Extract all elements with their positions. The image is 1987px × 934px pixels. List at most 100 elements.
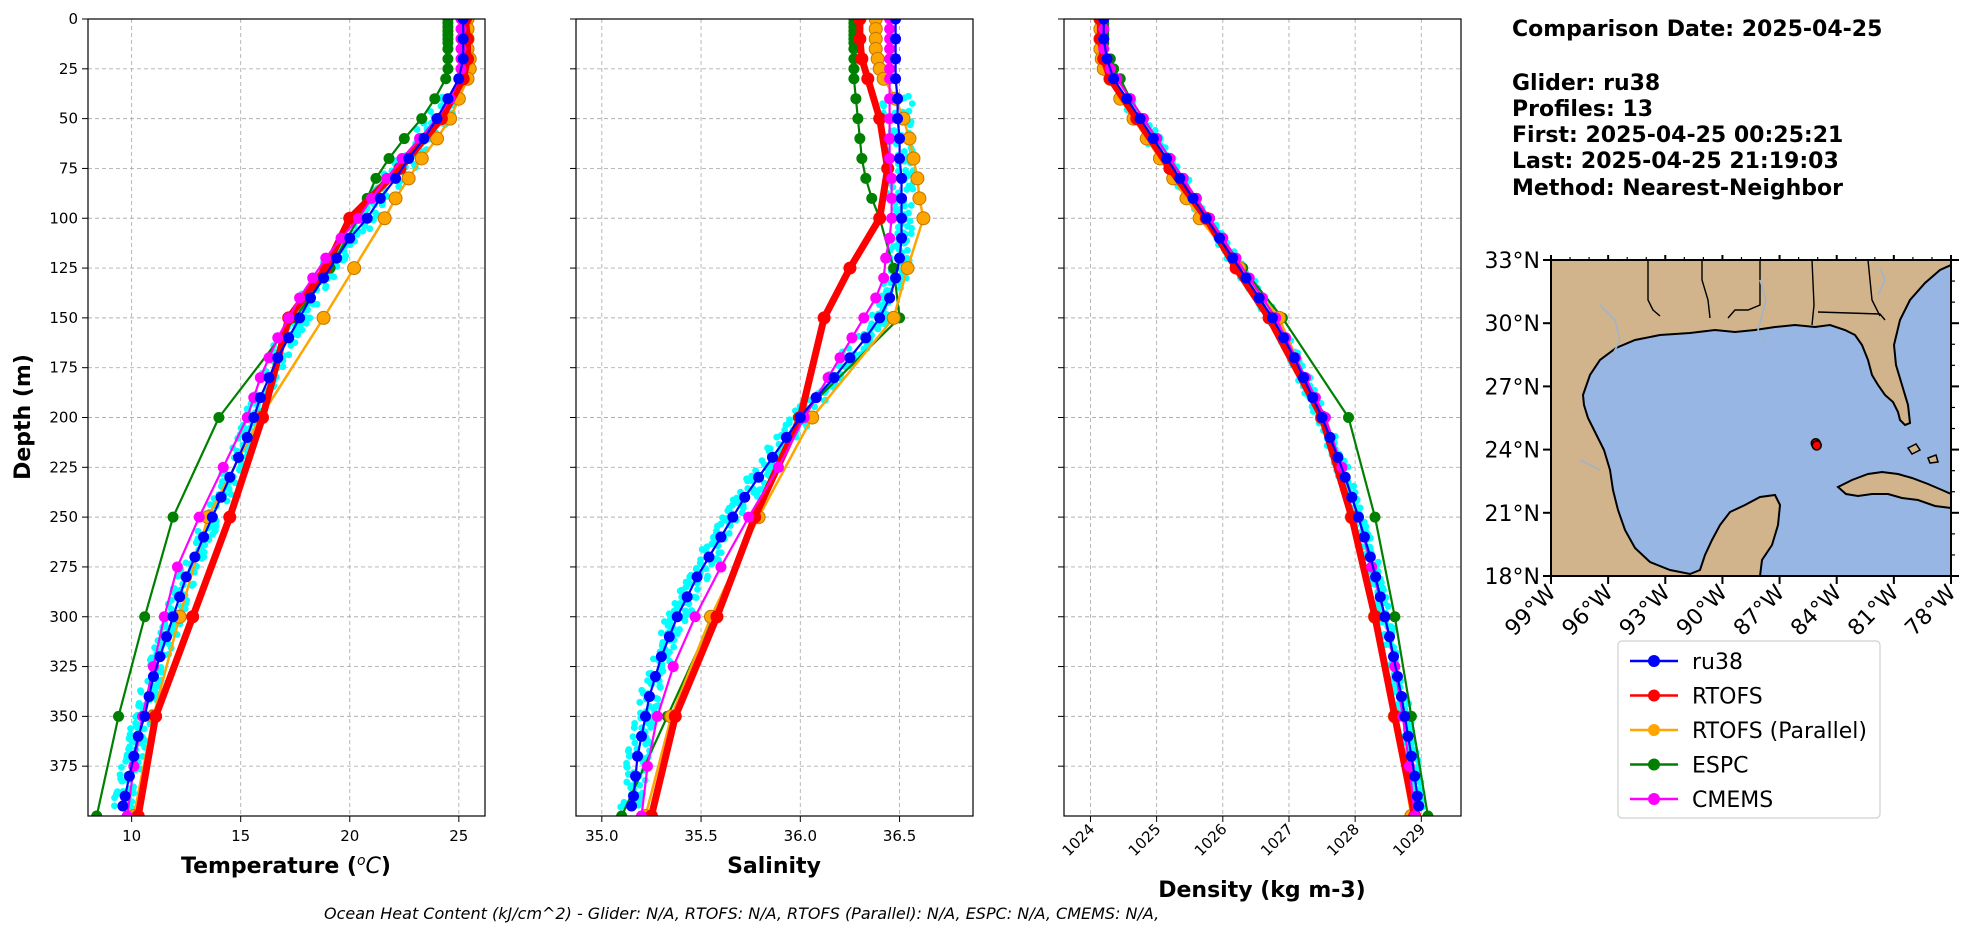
x-tick-label: 1029 [1389, 820, 1429, 860]
series-marker [855, 52, 869, 66]
series-line-ru38 [121, 19, 465, 807]
salinity-panel: 35.0 35.5 36.0 36.5 Salinity [570, 18, 974, 879]
series-marker [878, 272, 890, 284]
series-marker [139, 710, 151, 722]
series-marker [1379, 611, 1391, 623]
salinity-x-label: Salinity [727, 854, 821, 879]
glider-point [227, 490, 235, 498]
series-marker [894, 252, 906, 264]
series-marker [398, 133, 410, 145]
series-marker [715, 531, 727, 543]
x-tick-label: 35.0 [585, 827, 618, 845]
series-marker [1364, 551, 1376, 563]
series-marker [1405, 750, 1417, 762]
series-marker [767, 451, 779, 463]
series-marker [154, 651, 166, 663]
series-marker [628, 790, 640, 802]
series-marker [671, 611, 683, 623]
map-rivers [1579, 267, 1886, 471]
glider-point [692, 594, 700, 601]
series-marker [1370, 571, 1382, 583]
series-marker [858, 312, 870, 324]
series-marker [853, 19, 867, 26]
series-marker [381, 172, 393, 184]
info-glider: Glider: ru38 [1512, 71, 1660, 96]
series-marker [874, 312, 886, 324]
info-profiles: Profiles: 13 [1512, 97, 1653, 122]
glider-point [673, 604, 681, 612]
glider-point [132, 719, 140, 727]
glider-point [811, 403, 819, 411]
series-marker [294, 292, 306, 304]
glider-point [625, 752, 633, 760]
glider-point [190, 580, 197, 588]
series-marker [1227, 252, 1239, 264]
series-marker [884, 23, 896, 35]
info-first: First: 2025-04-25 00:25:21 [1512, 123, 1843, 148]
glider-point [130, 789, 137, 797]
series-marker [853, 32, 867, 46]
series-marker [1332, 451, 1344, 463]
series-marker [1121, 93, 1133, 105]
x-tick-label: 1025 [1125, 820, 1165, 860]
series-marker [215, 491, 227, 503]
series-marker [691, 571, 703, 583]
series-marker [335, 232, 347, 244]
series-marker [1389, 611, 1401, 623]
x-tick-label: 15 [231, 827, 250, 845]
glider-point [708, 540, 716, 547]
series-marker [1324, 431, 1336, 443]
series-marker [1384, 631, 1396, 643]
salinity-series [616, 19, 931, 816]
series-marker [896, 192, 908, 204]
series-marker [223, 510, 237, 524]
series-marker [616, 810, 628, 816]
glider-point [656, 682, 664, 690]
glider-point [906, 217, 914, 225]
location-map: 99°W96°W93°W90°W87°W84°W81°W78°W 18°N21°… [1485, 249, 1962, 641]
glider-point [125, 745, 132, 753]
legend-marker [1648, 758, 1660, 771]
map-area [1551, 260, 1951, 576]
series-marker [630, 770, 642, 782]
glider-point [636, 781, 644, 789]
series-marker [343, 211, 357, 225]
info-method: Method: Nearest-Neighbor [1512, 176, 1843, 201]
series-marker [1298, 372, 1310, 384]
glider-point [753, 490, 761, 498]
series-marker [900, 261, 915, 276]
legend-marker [1648, 655, 1660, 667]
glider-point [629, 733, 637, 741]
series-marker [180, 571, 192, 583]
series-marker [890, 19, 902, 25]
glider-point [287, 342, 295, 349]
series-marker [414, 151, 429, 166]
y-tick-label: 275 [49, 558, 78, 576]
glider-point [657, 629, 665, 637]
glider-point [630, 724, 638, 732]
series-marker [663, 631, 675, 643]
series-marker [780, 431, 792, 443]
series-marker [254, 392, 266, 404]
legend: ru38 RTOFS RTOFS (Parallel) ESPC CMEMS [1617, 640, 1881, 819]
glider-point [868, 311, 876, 319]
series-marker [886, 192, 898, 204]
temperature-series [91, 19, 477, 816]
map-borders [1647, 260, 1886, 326]
y-tick-label: 50 [59, 110, 78, 128]
series-marker [703, 551, 715, 563]
legend-marker [1648, 689, 1660, 702]
glider-point [111, 802, 118, 810]
series-marker [886, 212, 898, 224]
glider-point [682, 583, 690, 591]
map-x-tick-label: 90°W [1672, 580, 1733, 641]
series-marker [873, 211, 887, 225]
map-y-tick-label: 18°N [1485, 565, 1540, 590]
series-marker [636, 810, 648, 816]
series-marker [374, 192, 386, 204]
series-marker [377, 211, 392, 226]
temperature-x-label: Temperature (oC) [181, 853, 391, 879]
glider-point [649, 655, 657, 663]
series-marker [846, 332, 858, 344]
series-marker [174, 591, 186, 603]
